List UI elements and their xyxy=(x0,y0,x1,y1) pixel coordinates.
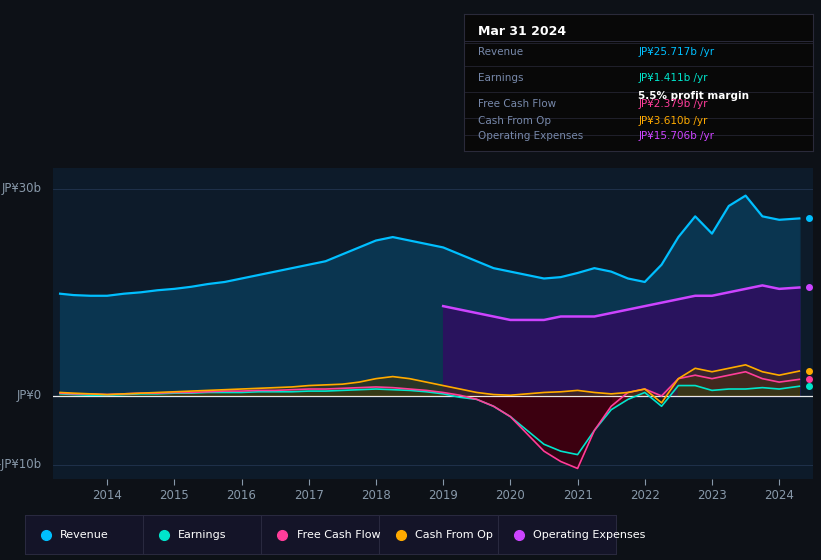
Text: Earnings: Earnings xyxy=(178,530,227,540)
Text: JP¥25.717b /yr: JP¥25.717b /yr xyxy=(639,47,714,57)
Text: -JP¥10b: -JP¥10b xyxy=(0,459,42,472)
Text: 5.5% profit margin: 5.5% profit margin xyxy=(639,91,750,101)
Text: JP¥1.411b /yr: JP¥1.411b /yr xyxy=(639,73,708,83)
Text: JP¥0: JP¥0 xyxy=(17,389,42,403)
Text: Operating Expenses: Operating Expenses xyxy=(533,530,645,540)
Text: Revenue: Revenue xyxy=(60,530,109,540)
Text: JP¥2.379b /yr: JP¥2.379b /yr xyxy=(639,99,708,109)
Text: Revenue: Revenue xyxy=(478,47,523,57)
Text: JP¥15.706b /yr: JP¥15.706b /yr xyxy=(639,130,714,141)
Text: Free Cash Flow: Free Cash Flow xyxy=(478,99,556,109)
Text: JP¥30b: JP¥30b xyxy=(2,182,42,195)
Text: Cash From Op: Cash From Op xyxy=(478,115,551,125)
Text: Earnings: Earnings xyxy=(478,73,523,83)
Text: Cash From Op: Cash From Op xyxy=(415,530,493,540)
Text: Free Cash Flow: Free Cash Flow xyxy=(296,530,380,540)
Text: Mar 31 2024: Mar 31 2024 xyxy=(478,25,566,38)
Text: JP¥3.610b /yr: JP¥3.610b /yr xyxy=(639,115,708,125)
Text: Operating Expenses: Operating Expenses xyxy=(478,130,583,141)
